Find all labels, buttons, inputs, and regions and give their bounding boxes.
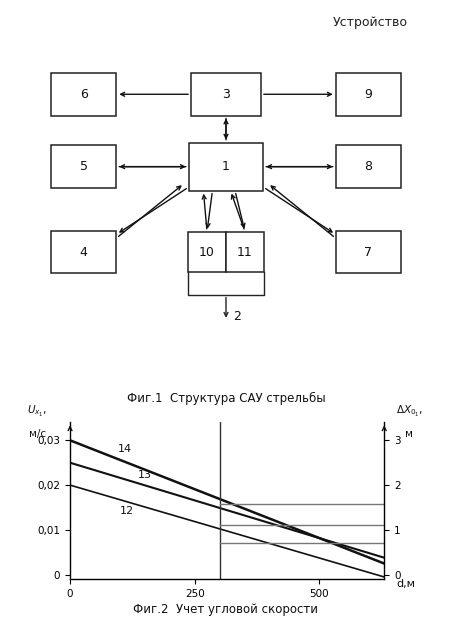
Text: d,м: d,м xyxy=(396,579,415,589)
Text: 9: 9 xyxy=(364,88,372,100)
Text: м/с: м/с xyxy=(28,429,46,439)
Text: 14: 14 xyxy=(117,444,131,454)
Bar xyxy=(189,143,262,191)
Bar xyxy=(51,230,116,273)
Text: м: м xyxy=(404,429,412,439)
Text: 1: 1 xyxy=(221,160,230,173)
Text: $U_{x_1}$,: $U_{x_1}$, xyxy=(27,404,47,419)
Bar xyxy=(335,145,400,188)
Bar xyxy=(51,73,116,116)
Bar xyxy=(335,230,400,273)
Text: 11: 11 xyxy=(237,246,252,259)
Bar xyxy=(188,232,226,273)
Text: 12: 12 xyxy=(120,506,134,516)
Text: 4: 4 xyxy=(79,246,87,259)
Text: 7: 7 xyxy=(364,246,372,259)
Bar xyxy=(51,145,116,188)
Text: Фиг.1  Структура САУ стрельбы: Фиг.1 Структура САУ стрельбы xyxy=(126,392,325,404)
Bar xyxy=(226,232,263,273)
Bar xyxy=(190,73,261,116)
Text: 5: 5 xyxy=(79,160,87,173)
Text: $\Delta X_{0_1}$,: $\Delta X_{0_1}$, xyxy=(395,404,422,419)
Text: 13: 13 xyxy=(137,470,151,481)
Text: 3: 3 xyxy=(221,88,230,100)
Text: 10: 10 xyxy=(198,246,215,259)
Bar xyxy=(335,73,400,116)
Text: 6: 6 xyxy=(79,88,87,100)
Text: 2: 2 xyxy=(232,310,240,323)
Text: Устройство: Устройство xyxy=(332,16,407,29)
Text: 8: 8 xyxy=(364,160,372,173)
Text: Фиг.2  Учет угловой скорости: Фиг.2 Учет угловой скорости xyxy=(133,603,318,616)
